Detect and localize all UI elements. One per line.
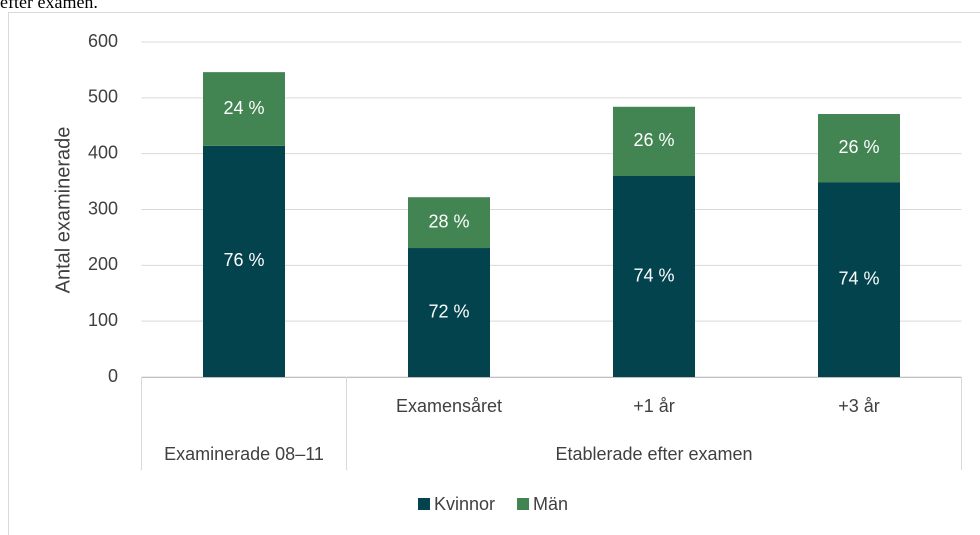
caption-fragment: efter examen. [0,0,98,12]
percent-label: 26 % [633,130,674,150]
legend-swatch [418,498,430,510]
percent-label: 28 % [428,211,469,231]
bar-segment [613,106,695,176]
bar-segment [408,248,490,377]
legend-label: Män [533,494,568,514]
bar-segment [203,72,285,146]
x-tick-label: +3 år [838,396,880,416]
y-tick-label: 500 [88,87,118,107]
y-tick-label: 300 [88,198,118,218]
y-tick-label: 100 [88,310,118,330]
y-axis-title: Antal examinerade [52,127,74,294]
x-tick-label: Examensåret [396,396,502,416]
bar-segment [613,176,695,377]
bar-segment [203,145,285,377]
chart-frame [8,12,980,535]
percent-label: 74 % [633,265,674,285]
legend-label: Kvinnor [434,494,495,514]
percent-label: 76 % [223,250,264,270]
y-tick-label: 0 [108,366,118,386]
x-tick-label: +1 år [633,396,675,416]
y-tick-label: 200 [88,254,118,274]
percent-label: 26 % [838,137,879,157]
y-tick-label: 400 [88,142,118,162]
percent-label: 24 % [223,98,264,118]
legend-swatch [517,498,530,510]
bar-segment [408,197,490,249]
bar-segment [818,182,900,377]
group-label: Examinerade 08–11 [164,444,324,464]
y-tick-label: 600 [88,31,118,51]
group-label: Etablerade efter examen [555,444,752,464]
percent-label: 74 % [838,268,879,288]
bar-segment [818,114,900,183]
percent-label: 72 % [428,301,469,321]
